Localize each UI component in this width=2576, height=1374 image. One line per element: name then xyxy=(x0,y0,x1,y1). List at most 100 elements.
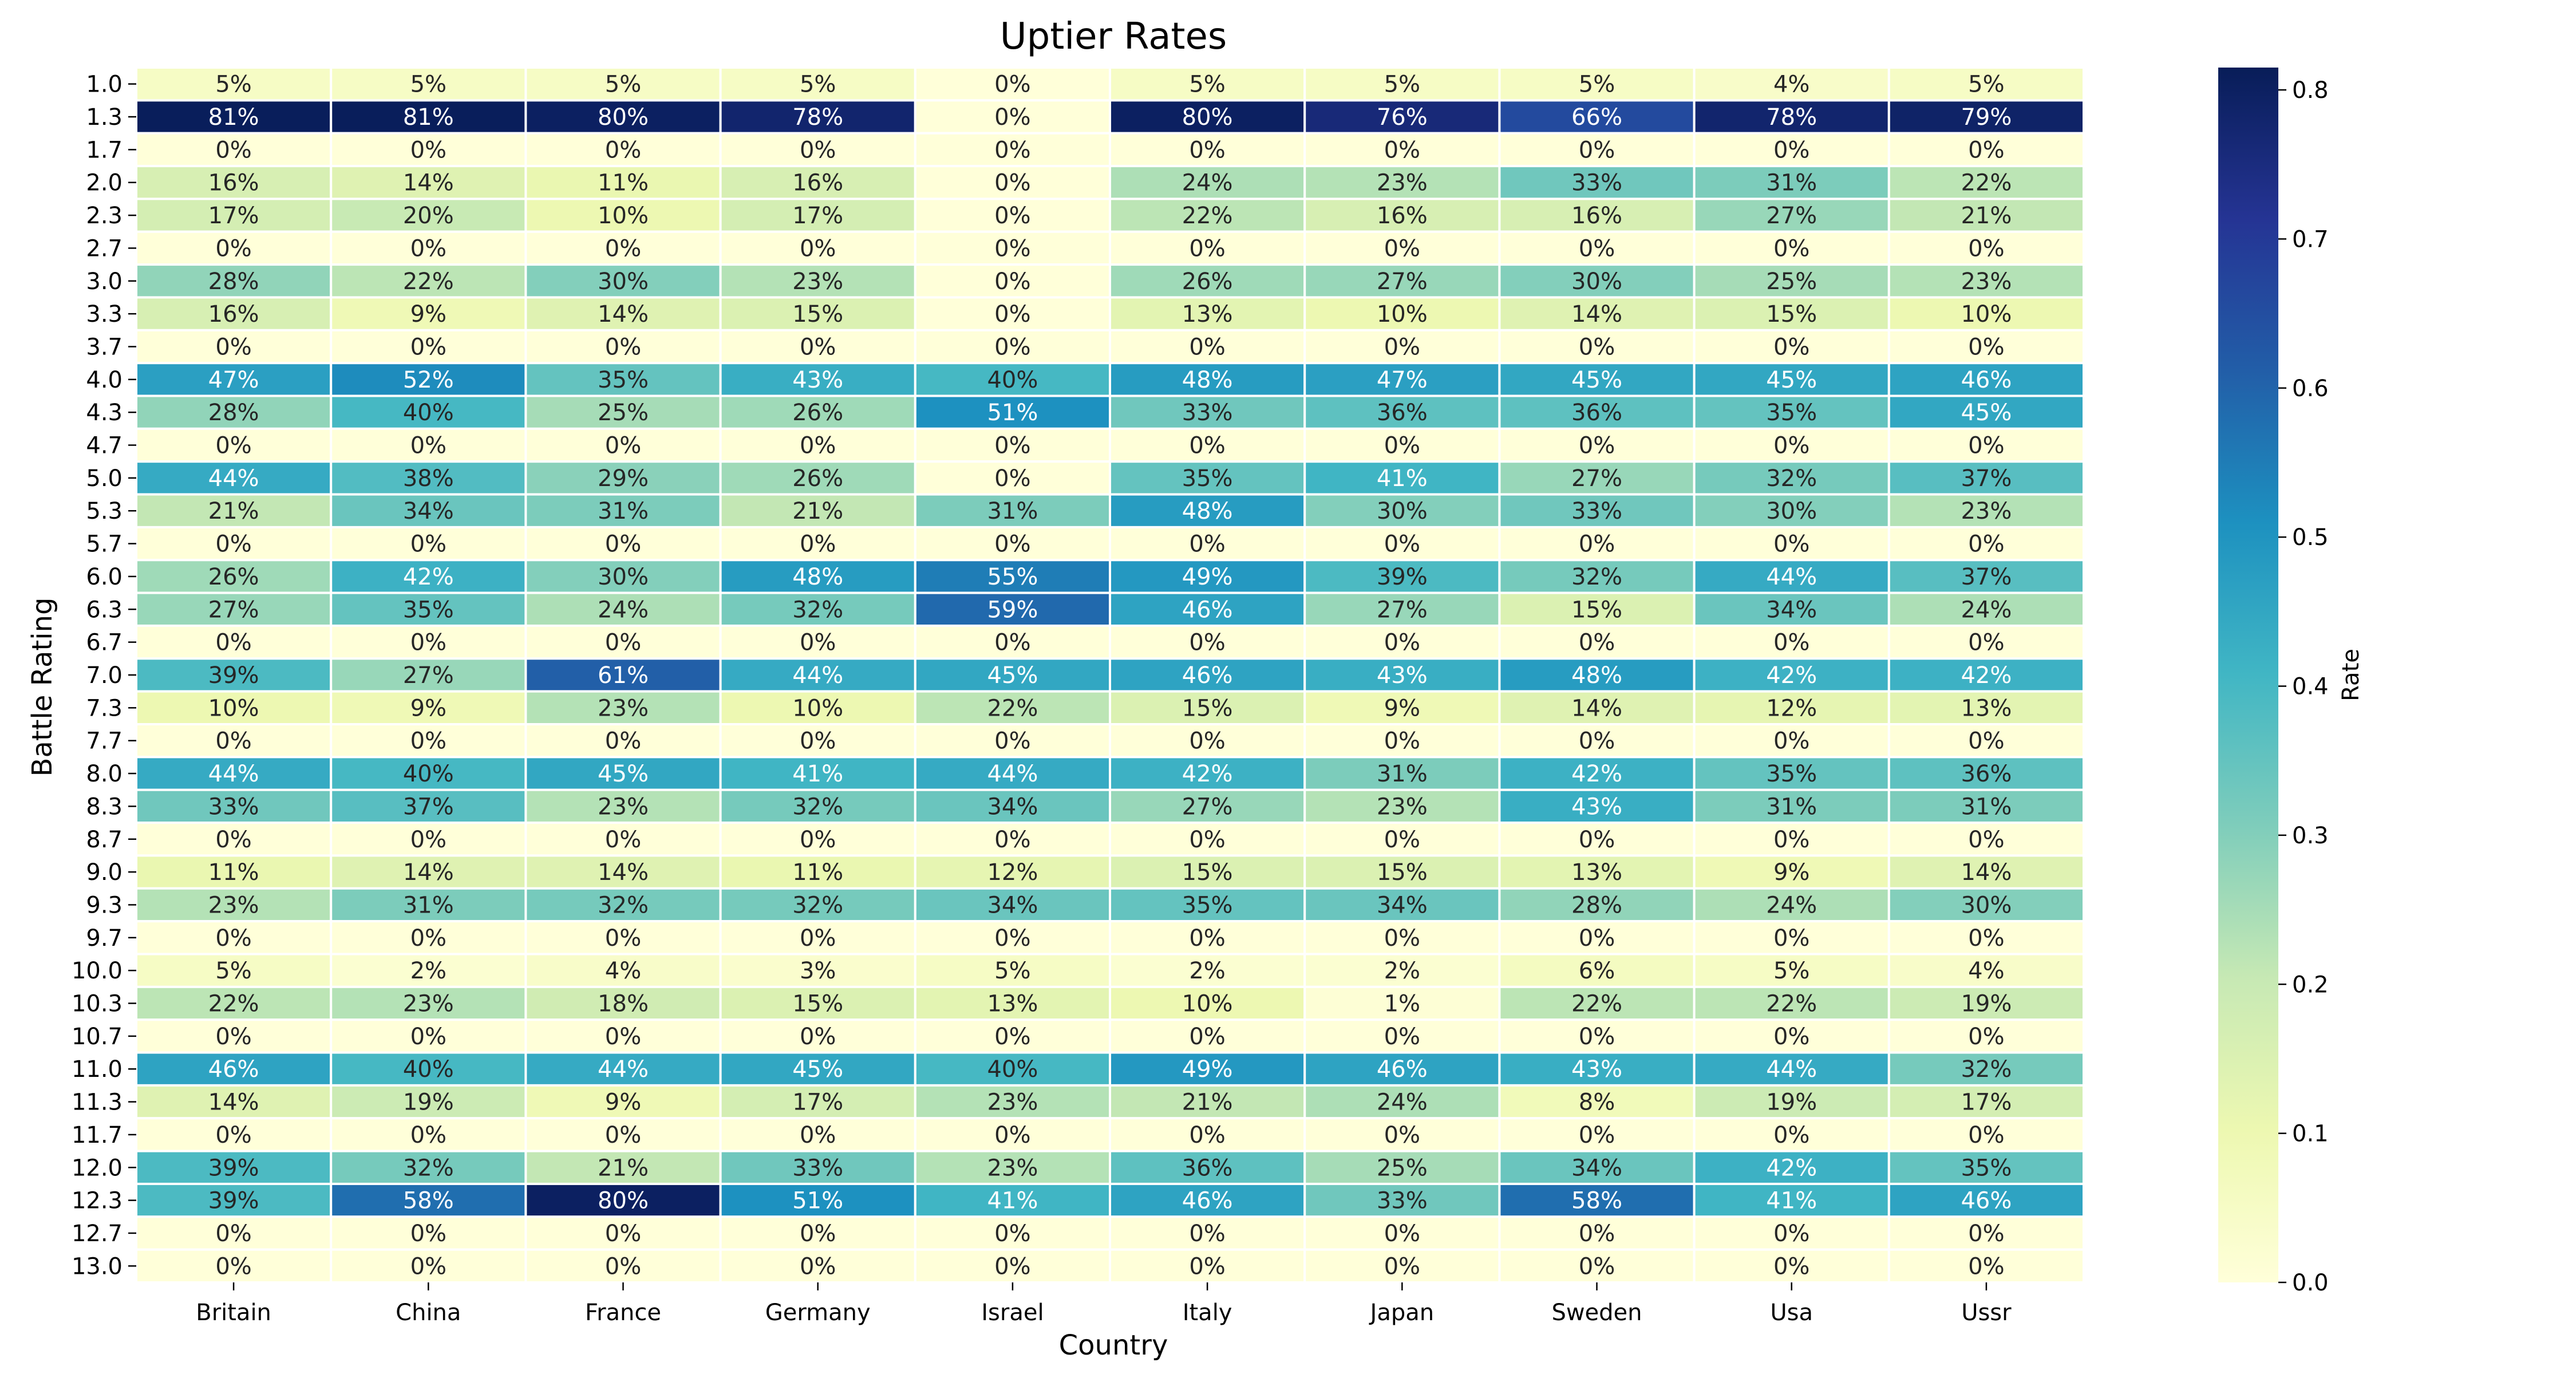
cell-value-label: 0% xyxy=(1384,1024,1420,1050)
cell-value-label: 0% xyxy=(1579,1024,1615,1050)
cell-value-label: 11% xyxy=(208,859,259,886)
cell-value-label: 0% xyxy=(410,531,447,558)
cell-value-label: 30% xyxy=(1571,269,1622,295)
cell-value-label: 23% xyxy=(1961,269,2012,295)
cell-value-label: 5% xyxy=(605,72,641,98)
cell-value-label: 16% xyxy=(1377,203,1428,229)
cell-value-label: 0% xyxy=(800,433,836,459)
heatmap-cell xyxy=(1693,362,1890,397)
heatmap-cell xyxy=(719,822,916,857)
cell-value-label: 21% xyxy=(1961,203,2012,229)
heatmap-cell xyxy=(1109,460,1306,496)
cell-value-label: 17% xyxy=(792,203,843,229)
cell-value-label: 0% xyxy=(1579,630,1615,656)
heatmap-cell xyxy=(1693,788,1890,824)
heatmap-cell xyxy=(1887,329,2085,365)
cell-value-label: 0% xyxy=(994,1221,1030,1247)
cell-value-label: 39% xyxy=(1377,564,1428,590)
cell-value-label: 45% xyxy=(987,662,1038,689)
cell-value-label: 35% xyxy=(1182,465,1233,492)
heatmap-cell xyxy=(1109,1150,1306,1185)
cell-value-label: 0% xyxy=(994,465,1030,492)
heatmap-cell xyxy=(1498,263,1696,299)
cell-value-label: 34% xyxy=(1766,597,1817,623)
cell-value-label: 0% xyxy=(410,137,447,163)
cell-value-label: 15% xyxy=(792,301,843,327)
heatmap-cell xyxy=(524,132,722,168)
heatmap-cell xyxy=(1109,690,1306,726)
cell-value-label: 0% xyxy=(800,925,836,951)
cell-value-label: 0% xyxy=(1384,1253,1420,1280)
heatmap-cell xyxy=(1887,756,2085,791)
cell-value-label: 14% xyxy=(598,301,649,327)
cell-value-label: 13% xyxy=(1961,695,2012,721)
cell-value-label: 40% xyxy=(403,1056,454,1083)
cell-value-label: 31% xyxy=(1377,761,1428,787)
cell-value-label: 33% xyxy=(1377,1188,1428,1214)
cell-value-label: 10% xyxy=(792,695,843,721)
cell-value-label: 23% xyxy=(1961,498,2012,524)
cell-value-label: 0% xyxy=(1579,925,1615,951)
cell-value-label: 5% xyxy=(1189,72,1225,98)
heatmap-cell xyxy=(1498,985,1696,1021)
cell-value-label: 0% xyxy=(800,137,836,163)
cell-value-label: 0% xyxy=(1968,1253,2004,1280)
heatmap-cell xyxy=(1109,822,1306,857)
heatmap-cell xyxy=(1498,591,1696,627)
cell-value-label: 40% xyxy=(403,761,454,787)
cell-value-label: 0% xyxy=(215,137,251,163)
cell-value-label: 47% xyxy=(1377,367,1428,393)
heatmap-cell xyxy=(1887,362,2085,397)
cell-value-label: 21% xyxy=(598,1155,649,1181)
cell-value-label: 9% xyxy=(1773,859,1809,886)
cell-value-label: 33% xyxy=(1182,400,1233,426)
heatmap-cell xyxy=(524,1117,722,1152)
cell-value-label: 30% xyxy=(598,269,649,295)
cell-value-label: 55% xyxy=(987,564,1038,590)
heatmap-cell xyxy=(1498,329,1696,365)
colorbar: 0.0 0.1 0.2 0.3 0.4 0.5 0.6 0.7 0.8 Rate xyxy=(2218,68,2364,1296)
cell-value-label: 0% xyxy=(1773,1253,1809,1280)
heatmap-cell xyxy=(1498,1051,1696,1087)
heatmap-cell xyxy=(1109,427,1306,463)
cell-value-label: 32% xyxy=(403,1155,454,1181)
cell-value-label: 49% xyxy=(1182,1056,1233,1083)
cell-value-label: 42% xyxy=(1961,662,2012,689)
y-axis-label: Battle Rating xyxy=(26,598,58,777)
y-tick-label: 5.3 xyxy=(86,498,123,524)
heatmap-cell xyxy=(330,822,527,857)
colorbar-label: Rate xyxy=(2338,649,2364,701)
x-tick-label: Germany xyxy=(765,1300,871,1326)
cell-value-label: 0% xyxy=(994,630,1030,656)
heatmap-cell xyxy=(1693,1248,1890,1284)
cell-value-label: 0% xyxy=(1773,433,1809,459)
cell-value-label: 40% xyxy=(403,400,454,426)
cell-value-label: 35% xyxy=(403,597,454,623)
cell-value-label: 46% xyxy=(1961,1188,2012,1214)
cell-value-label: 0% xyxy=(1773,728,1809,755)
y-tick-label: 2.3 xyxy=(86,203,123,229)
cell-value-label: 45% xyxy=(1961,400,2012,426)
cell-value-label: 0% xyxy=(215,531,251,558)
cell-value-label: 27% xyxy=(403,662,454,689)
cell-value-label: 28% xyxy=(208,400,259,426)
cell-value-label: 0% xyxy=(605,235,641,262)
heatmap-cell-labels: 5% 5% 5% 5% 0% 5% 5% 5% 4% 5% 81% 81% 80% 78% 0% 80% 76%… xyxy=(208,72,2012,1280)
heatmap-cell xyxy=(1693,657,1890,693)
x-tick-label: Usa xyxy=(1770,1300,1813,1326)
cell-value-label: 44% xyxy=(208,465,259,492)
cell-value-label: 52% xyxy=(403,367,454,393)
cell-value-label: 23% xyxy=(987,1089,1038,1116)
heatmap-cell xyxy=(524,690,722,726)
heatmap-cell xyxy=(1303,526,1501,562)
heatmap-cell xyxy=(1303,329,1501,365)
cell-value-label: 0% xyxy=(1579,235,1615,262)
cell-value-label: 10% xyxy=(598,203,649,229)
cell-value-label: 0% xyxy=(994,925,1030,951)
cell-value-label: 0% xyxy=(1189,630,1225,656)
cell-value-label: 23% xyxy=(208,892,259,918)
y-tick-label: 11.7 xyxy=(72,1122,123,1148)
cell-value-label: 0% xyxy=(1189,925,1225,951)
heatmap-cell xyxy=(330,1117,527,1152)
cell-value-label: 21% xyxy=(208,498,259,524)
